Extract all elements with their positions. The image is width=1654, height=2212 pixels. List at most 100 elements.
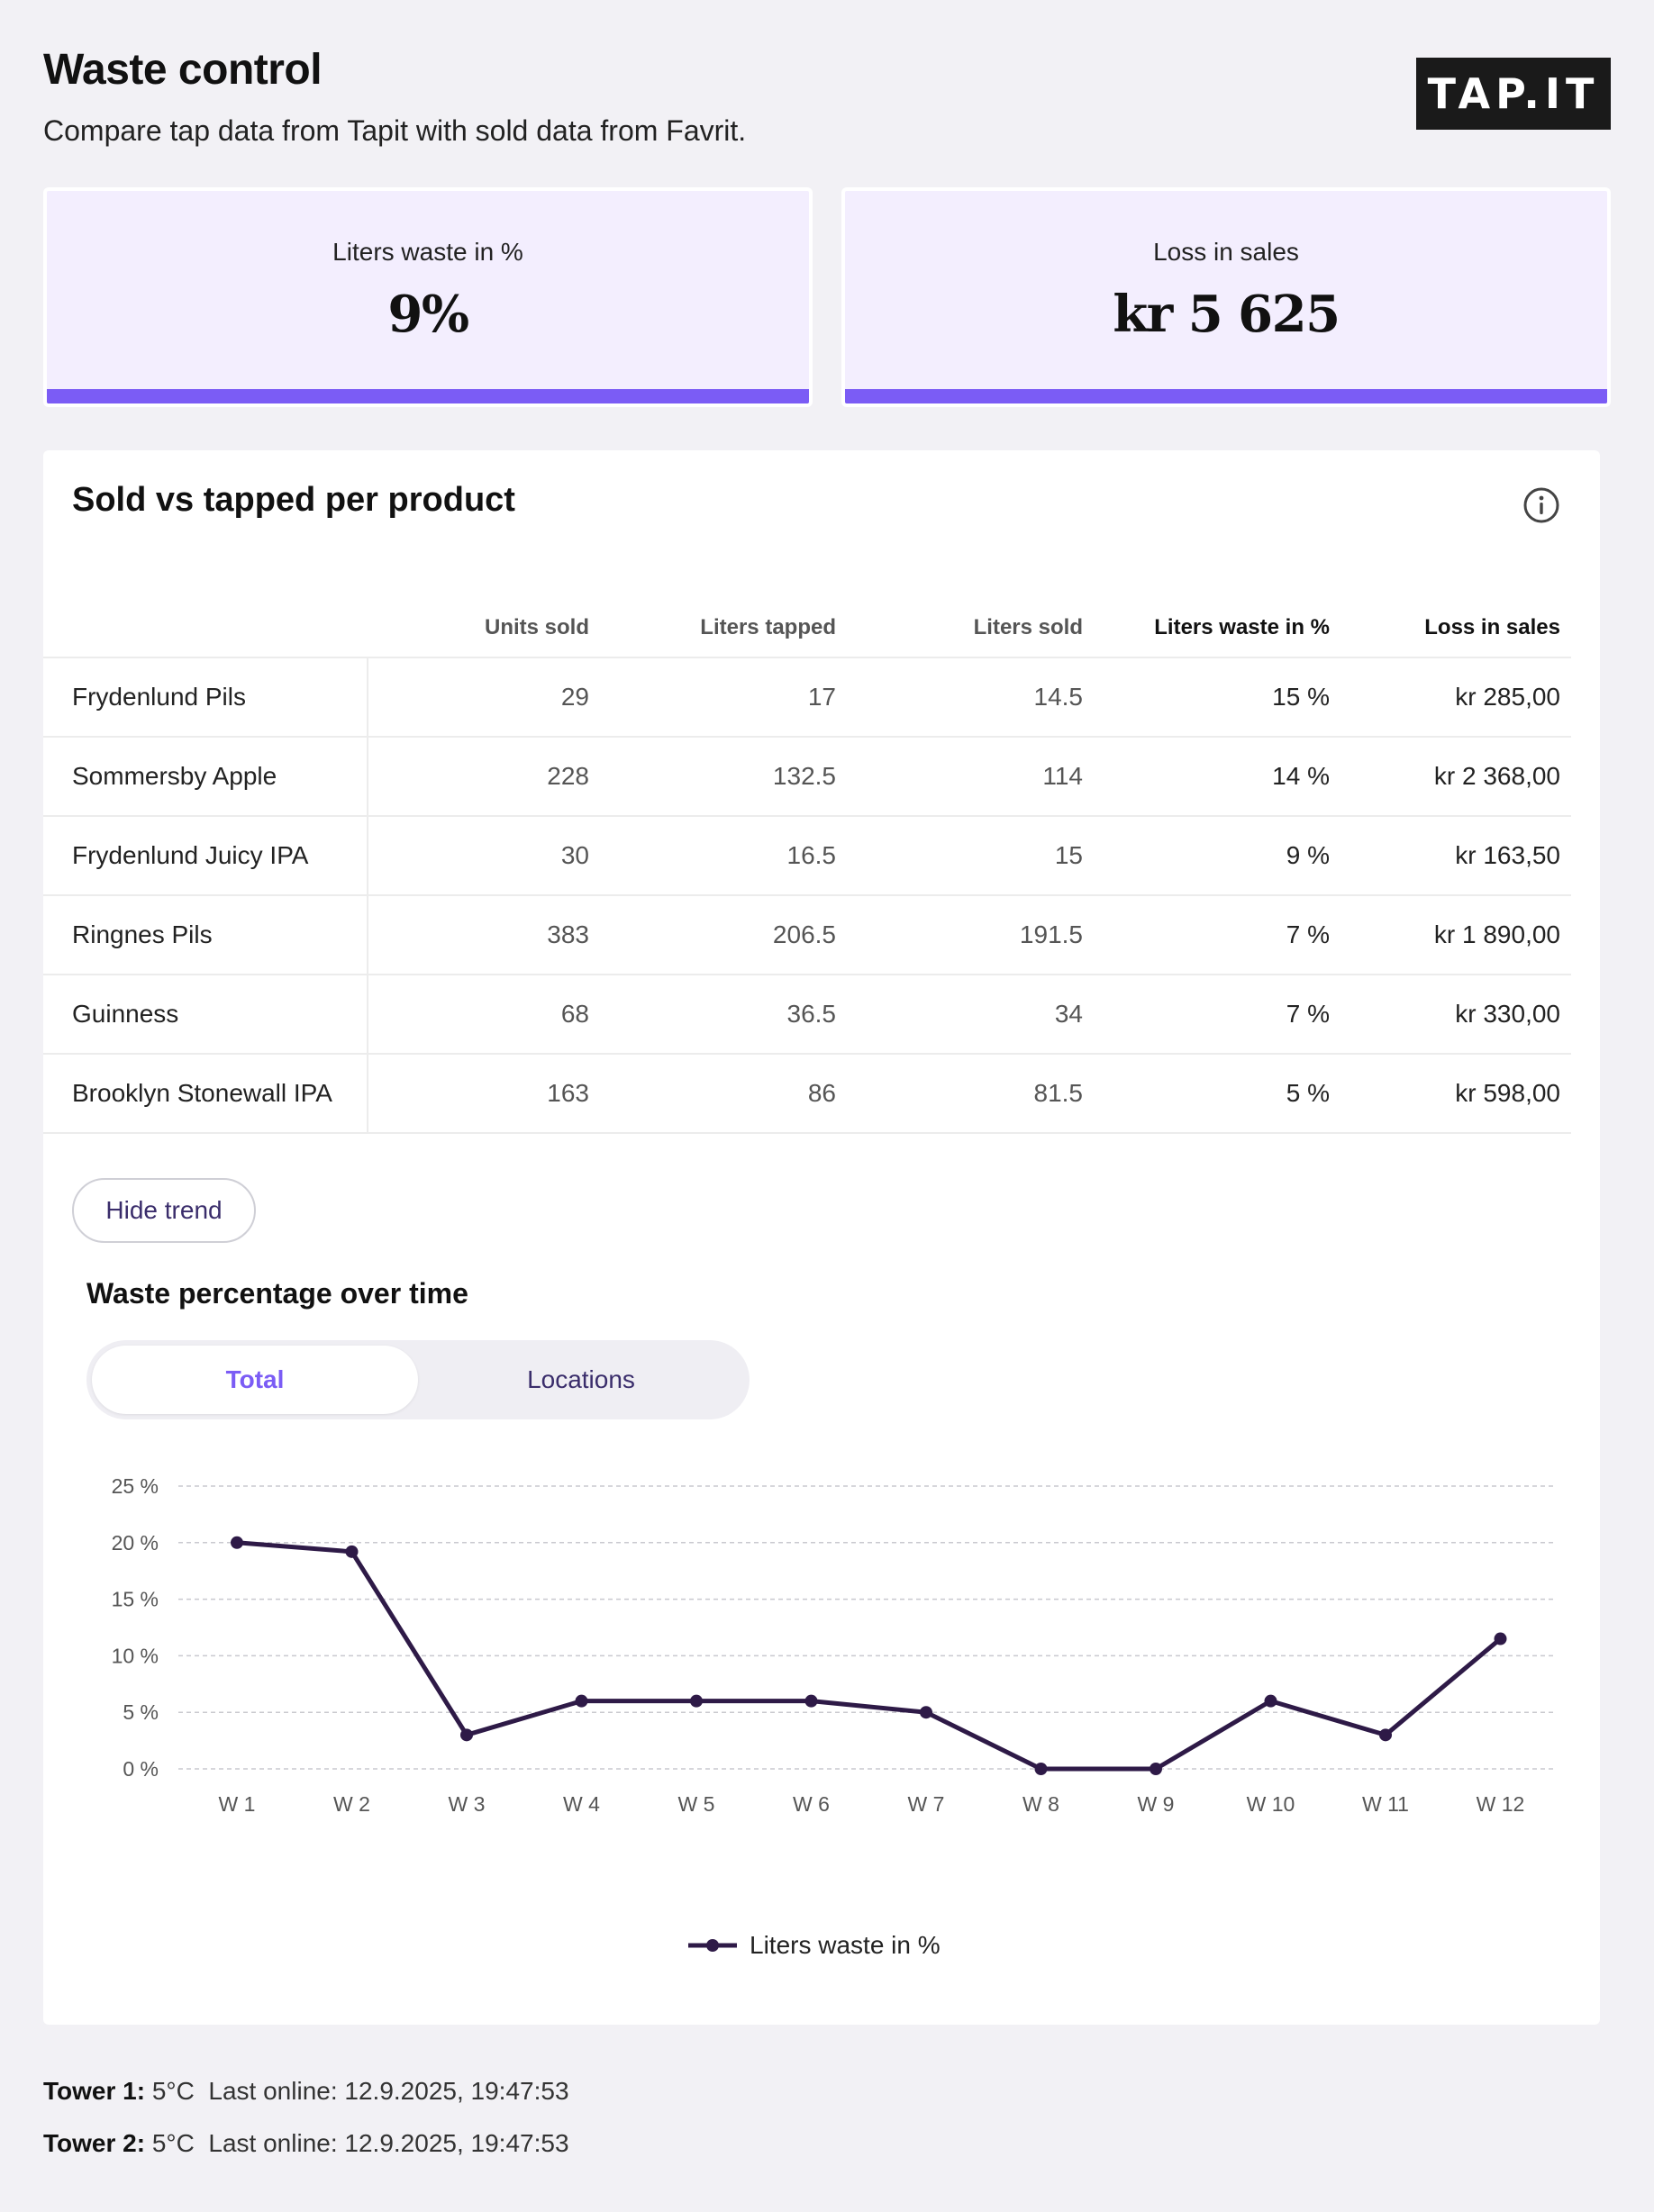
tower-status: Tower 2: 5°C Last online: 12.9.2025, 19:… [43, 2129, 569, 2158]
table-cell: kr 2 368,00 [1340, 737, 1571, 817]
table-row: Sommersby Apple 228 132.5 114 14 % kr 2 368,0… [43, 737, 1571, 817]
data-point[interactable] [804, 1694, 818, 1708]
table-cell: 30 [368, 816, 600, 896]
product-name-cell: Frydenlund Juicy IPA [43, 816, 368, 896]
x-tick-label: W 4 [563, 1792, 600, 1816]
table-cell: 15 % [1094, 657, 1340, 738]
table-cell: 7 % [1094, 895, 1340, 975]
kpi-value: kr 5 625 [1113, 285, 1340, 344]
trend-tabs: Total Locations [86, 1340, 750, 1419]
x-tick-label: W 10 [1247, 1792, 1295, 1816]
table-header-row: Units sold Liters tapped Liters sold Lit… [43, 598, 1571, 658]
column-header: Units sold [368, 598, 600, 658]
table-cell: 383 [368, 895, 600, 975]
product-name-cell: Brooklyn Stonewall IPA [43, 1054, 368, 1134]
tower-last-online: Last online: 12.9.2025, 19:47:53 [208, 2077, 569, 2105]
table-cell: 7 % [1094, 975, 1340, 1055]
product-table: Units sold Liters tapped Liters sold Lit… [43, 598, 1571, 1134]
page-title: Waste control [43, 46, 323, 94]
product-name-cell: Guinness [43, 975, 368, 1055]
kpi-accent-bar [845, 389, 1607, 403]
table-cell: 9 % [1094, 816, 1340, 896]
table-cell: 191.5 [847, 895, 1094, 975]
x-tick-label: W 12 [1477, 1792, 1525, 1816]
page-header: Waste control Compare tap data from Tapi… [43, 45, 746, 148]
table-cell: 16.5 [600, 816, 847, 896]
data-point[interactable] [690, 1694, 703, 1708]
kpi-value: 9% [387, 285, 469, 344]
info-icon[interactable] [1522, 486, 1560, 524]
table-cell: 206.5 [600, 895, 847, 975]
table-cell: 68 [368, 975, 600, 1055]
table-cell: 14 % [1094, 737, 1340, 817]
data-point[interactable] [575, 1694, 588, 1708]
x-tick-label: W 2 [333, 1792, 370, 1816]
section-title: Sold vs tapped per product [72, 481, 515, 519]
hide-trend-button[interactable]: Hide trend [72, 1178, 256, 1243]
table-cell: kr 285,00 [1340, 657, 1571, 738]
tower-temp: 5°C [151, 2077, 195, 2105]
table-cell: 132.5 [600, 737, 847, 817]
x-tick-label: W 11 [1362, 1792, 1409, 1816]
y-tick-label: 5 % [123, 1700, 159, 1724]
data-point[interactable] [920, 1706, 932, 1719]
table-cell: 228 [368, 737, 600, 817]
column-header: Liters tapped [600, 598, 847, 658]
table-row: Frydenlund Juicy IPA 30 16.5 15 9 % kr 163,50 [43, 816, 1571, 896]
tower-last-online: Last online: 12.9.2025, 19:47:53 [208, 2129, 569, 2157]
table-cell: 114 [847, 737, 1094, 817]
y-tick-label: 25 % [112, 1474, 159, 1498]
x-tick-label: W 3 [449, 1792, 486, 1816]
data-point[interactable] [1150, 1763, 1162, 1775]
tower-status: Tower 1: 5°C Last online: 12.9.2025, 19:… [43, 2077, 569, 2106]
tab-locations[interactable]: Locations [418, 1346, 744, 1414]
product-name-cell: Sommersby Apple [43, 737, 368, 817]
table-cell: 17 [600, 657, 847, 738]
data-point[interactable] [345, 1545, 359, 1558]
waste-line-chart: 0 % 5 % 10 % 15 % 20 % 25 % W 1 W 2 W 3 W 4 W 5 W 6… [112, 1474, 1557, 1816]
page-subtitle: Compare tap data from Tapit with sold da… [43, 114, 747, 147]
chart-legend: Liters waste in % [688, 1931, 941, 1960]
legend-label: Liters waste in % [750, 1931, 941, 1959]
legend-line-marker-icon [688, 1939, 737, 1952]
kpi-label: Liters waste in % [332, 238, 523, 266]
table-cell: kr 1 890,00 [1340, 895, 1571, 975]
data-point[interactable] [1379, 1728, 1392, 1742]
table-cell: 81.5 [847, 1054, 1094, 1134]
table-row: Guinness 68 36.5 34 7 % kr 330,00 [43, 975, 1571, 1055]
y-tick-label: 20 % [112, 1531, 159, 1555]
kpi-loss-in-sales: Loss in sales kr 5 625 [841, 187, 1611, 407]
column-header: Liters sold [847, 598, 1094, 658]
product-name-cell: Frydenlund Pils [43, 657, 368, 738]
table-cell: kr 163,50 [1340, 816, 1571, 896]
kpi-waste-percent: Liters waste in % 9% [43, 187, 813, 407]
table-cell: 29 [368, 657, 600, 738]
tower-temp: 5°C [151, 2129, 195, 2157]
table-cell: 86 [600, 1054, 847, 1134]
data-point[interactable] [231, 1536, 243, 1549]
series-line [236, 1540, 1503, 1772]
table-cell: kr 330,00 [1340, 975, 1571, 1055]
table-cell: 163 [368, 1054, 600, 1134]
tab-total[interactable]: Total [92, 1346, 418, 1414]
table-cell: 34 [847, 975, 1094, 1055]
x-tick-label: W 7 [908, 1792, 945, 1816]
y-tick-label: 0 % [123, 1757, 159, 1781]
table-cell: 5 % [1094, 1054, 1340, 1134]
column-header: Liters waste in % [1094, 598, 1340, 658]
table-cell: 14.5 [847, 657, 1094, 738]
data-point[interactable] [460, 1728, 473, 1742]
data-point[interactable] [1494, 1632, 1507, 1645]
kpi-label: Loss in sales [1153, 238, 1299, 266]
kpi-accent-bar [47, 389, 809, 403]
x-tick-label: W 6 [793, 1792, 830, 1816]
x-tick-label: W 8 [1022, 1792, 1059, 1816]
trend-title: Waste percentage over time [86, 1277, 468, 1310]
data-point[interactable] [1264, 1694, 1277, 1708]
x-tick-label: W 9 [1138, 1792, 1175, 1816]
table-row: Frydenlund Pils 29 17 14.5 15 % kr 285,00 [43, 657, 1571, 738]
product-name-cell: Ringnes Pils [43, 895, 368, 975]
table-row: Brooklyn Stonewall IPA 163 86 81.5 5 % kr 598… [43, 1054, 1571, 1134]
data-point[interactable] [1034, 1763, 1048, 1775]
table-cell: kr 598,00 [1340, 1054, 1571, 1134]
